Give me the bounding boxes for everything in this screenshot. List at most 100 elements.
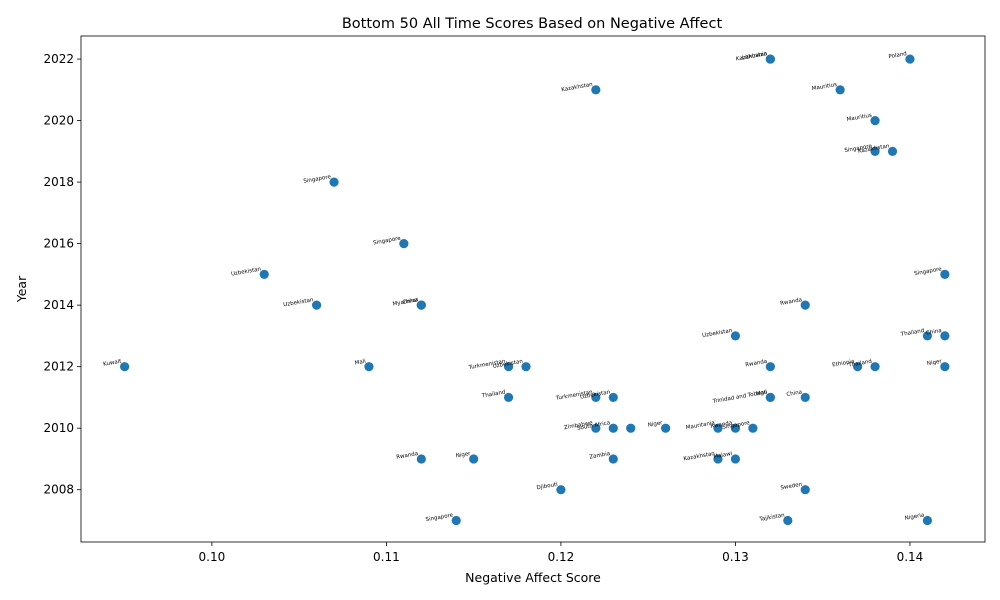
point-label: Kuwait (103, 359, 123, 368)
data-point (800, 485, 810, 495)
data-point (556, 485, 566, 495)
data-point (922, 331, 933, 341)
data-point (713, 423, 723, 433)
plot-area (80, 35, 986, 543)
point-label: Singapore (914, 266, 943, 277)
data-point (940, 331, 950, 341)
data-point (870, 146, 880, 156)
data-point (783, 515, 793, 526)
y-tick-label: 2020 (43, 114, 74, 128)
data-point (730, 331, 741, 341)
point-label: China (926, 328, 943, 337)
point-label: Rwanda (396, 451, 419, 461)
data-point (765, 54, 775, 64)
point-label: Rwanda (780, 297, 803, 307)
point-label: Tajikistan (758, 512, 786, 523)
point-label: Mauritania (685, 420, 715, 431)
x-tick-label: 0.14 (897, 550, 924, 564)
data-point (521, 362, 531, 372)
x-axis: 0.10 0.11 0.12 0.13 0.14 (199, 542, 924, 564)
data-point (608, 392, 618, 403)
data-point (730, 454, 741, 464)
point-label: Sweden (780, 482, 803, 492)
point-label: Thailand (847, 359, 872, 369)
y-tick-label: 2010 (43, 421, 74, 435)
data-point (800, 392, 810, 403)
x-axis-label: Negative Affect Score (465, 570, 601, 585)
data-point (922, 515, 933, 526)
point-label: Mali (354, 359, 367, 367)
x-tick-label: 0.12 (548, 550, 575, 564)
point-label: Poland (888, 51, 907, 60)
point-label: Rwanda (745, 359, 768, 369)
data-point (765, 392, 775, 403)
point-label: Uzbekistan (231, 266, 262, 277)
data-point (940, 362, 950, 372)
data-point (835, 85, 845, 95)
data-point (608, 423, 618, 433)
data-point (905, 54, 915, 64)
data-point (853, 362, 863, 372)
point-label: Mauritius (846, 113, 872, 123)
data-point (887, 146, 898, 156)
point-label: Kazakhstan (561, 82, 594, 94)
x-tick-label: 0.13 (722, 550, 749, 564)
point-label: Uzbekistan (492, 359, 523, 370)
point-label: Kazakhstan (683, 451, 716, 463)
data-point (626, 423, 636, 433)
data-point (713, 454, 723, 464)
data-point (765, 362, 775, 372)
y-tick-label: 2018 (43, 175, 74, 189)
point-label: Uzbekistan (283, 297, 314, 308)
data-point (329, 177, 339, 187)
point-label: Ethiopia (832, 359, 855, 369)
y-tick-label: 2022 (43, 52, 74, 66)
point-label: Singapore (722, 420, 751, 431)
data-point (730, 423, 741, 433)
data-point (469, 454, 479, 464)
data-point (120, 362, 130, 372)
y-axis: 2008 2010 2012 2014 2016 2018 2020 2022 (43, 52, 81, 497)
point-label: Uzbekistan (702, 328, 733, 339)
point-label: Mauritius (811, 82, 837, 92)
point-label: China (402, 297, 419, 306)
point-label: Mali (756, 389, 769, 397)
data-point (608, 454, 618, 464)
point-label: Niger (455, 451, 471, 460)
point-label: Malawi (713, 451, 733, 460)
point-label: China (786, 389, 803, 398)
data-point (870, 362, 880, 372)
data-point (416, 454, 426, 464)
y-tick-label: 2016 (43, 237, 74, 251)
point-label: Singapore (373, 236, 402, 247)
data-point (870, 115, 880, 126)
data-point (503, 362, 514, 372)
x-tick-label: 0.10 (199, 550, 226, 564)
chart-title: Bottom 50 All Time Scores Based on Negat… (342, 16, 723, 32)
point-labels: Kuwait Uzbekistan Uzbekistan Singapore Mali S… (103, 51, 943, 523)
data-points (120, 54, 950, 526)
point-label: Myanmar (392, 297, 419, 308)
data-point (940, 269, 950, 279)
point-label: Singapore (303, 174, 332, 185)
data-point (416, 300, 426, 310)
point-label: Kazakhstan (858, 143, 891, 155)
point-label: South Africa (577, 420, 611, 432)
data-point (259, 269, 269, 279)
point-label: Niger (927, 359, 943, 368)
data-point (399, 239, 409, 249)
point-label: Zimbabwe (564, 420, 594, 431)
point-label: Singapore (425, 512, 454, 523)
plot-frame (80, 35, 986, 543)
data-point (591, 85, 601, 95)
data-point (364, 362, 374, 372)
point-label: Uzbekistan (580, 389, 611, 400)
y-tick-label: 2014 (43, 298, 74, 312)
data-point (748, 423, 758, 433)
data-point (503, 392, 514, 403)
data-point (591, 423, 601, 433)
point-label: Nigeria (904, 513, 924, 522)
data-point (800, 300, 810, 310)
y-axis-label: Year (14, 275, 29, 303)
